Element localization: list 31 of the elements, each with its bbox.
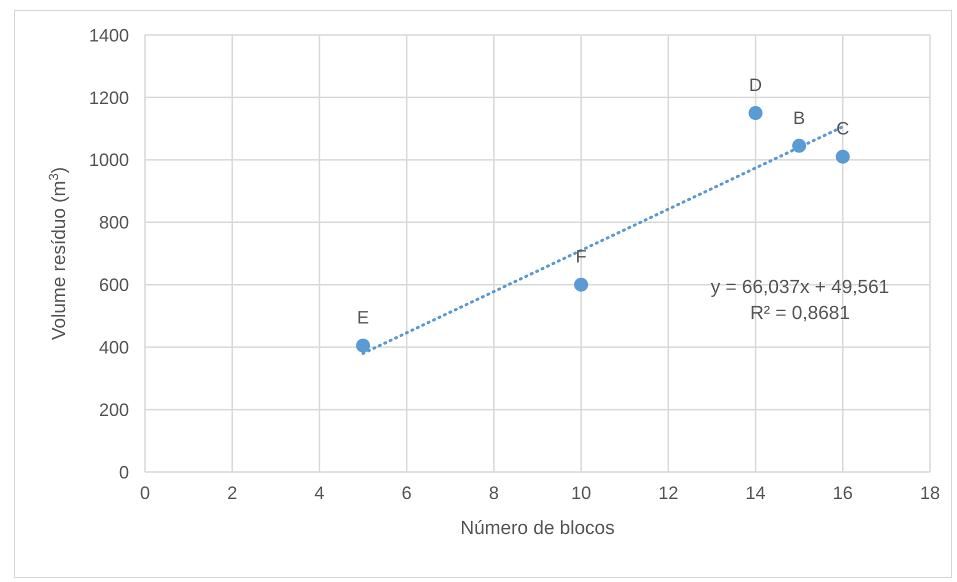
x-tick-label: 6 bbox=[402, 482, 412, 503]
x-tick-label: 18 bbox=[920, 482, 940, 503]
y-tick-label: 800 bbox=[98, 212, 129, 233]
y-tick-label: 1200 bbox=[88, 88, 129, 108]
x-tick-label: 8 bbox=[488, 482, 499, 503]
point bbox=[836, 150, 850, 164]
point bbox=[792, 138, 806, 153]
x-axis-title: Número de blocos bbox=[460, 518, 615, 539]
y-tick-label: 200 bbox=[98, 400, 129, 420]
x-tick-label: 10 bbox=[571, 482, 592, 503]
y-tick-label: 600 bbox=[98, 275, 129, 296]
x-tick-label: 16 bbox=[832, 482, 853, 503]
y-tick-label: 1400 bbox=[88, 25, 129, 46]
y-tick-label: 1000 bbox=[88, 150, 129, 170]
point bbox=[574, 278, 588, 292]
annotation: R² = 0,8681 bbox=[749, 303, 851, 325]
x-tick-label: 0 bbox=[140, 482, 150, 503]
x-tick-label: 14 bbox=[746, 482, 766, 503]
y-tick-label: 400 bbox=[98, 338, 129, 358]
annotation: E bbox=[357, 308, 370, 328]
annotation: y = 66,037x + 49,561 bbox=[710, 277, 890, 299]
x-tick-label: 4 bbox=[314, 482, 324, 503]
point bbox=[356, 338, 370, 353]
x-tick-label: 2 bbox=[227, 482, 238, 503]
annotation: B bbox=[793, 108, 806, 128]
x-tick-label: 12 bbox=[658, 482, 678, 503]
point bbox=[748, 106, 763, 120]
annotation: C bbox=[836, 118, 850, 139]
y-tick-label: 0 bbox=[118, 462, 129, 482]
annotation: F bbox=[576, 246, 587, 267]
annotation: D bbox=[749, 75, 762, 96]
